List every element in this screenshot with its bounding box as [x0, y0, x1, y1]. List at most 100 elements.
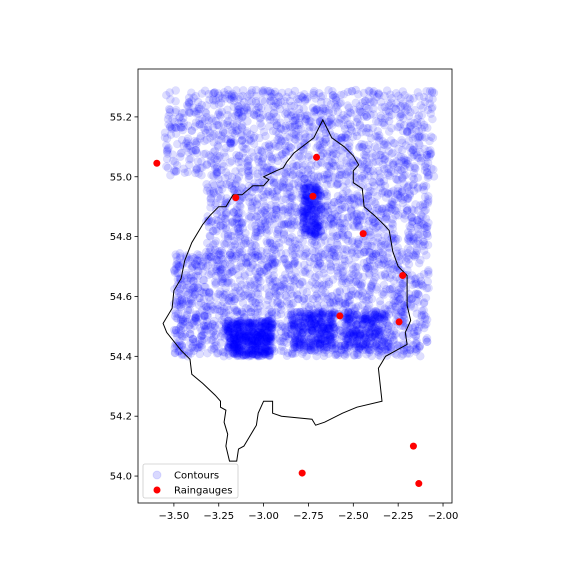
contour-point [426, 109, 435, 119]
contour-point [372, 92, 382, 102]
contour-point [236, 164, 245, 173]
contour-point [193, 106, 202, 116]
contour-point [286, 101, 296, 111]
contour-point [199, 123, 208, 133]
contour-point [419, 269, 429, 279]
contour-point [302, 115, 311, 124]
contour-point [396, 94, 405, 103]
contour-point [230, 129, 240, 139]
contour-point [321, 104, 330, 113]
contour-point [404, 93, 413, 102]
contour-point [339, 121, 349, 130]
contour-point [380, 91, 389, 101]
contour-point [265, 86, 274, 96]
x-tick-label: −2.25 [383, 511, 414, 522]
contour-point [315, 106, 325, 115]
contour-point [394, 91, 403, 101]
contour-point [398, 87, 408, 96]
contour-point [227, 252, 236, 262]
contour-point [181, 313, 191, 323]
contour-point [269, 108, 279, 118]
contour-point [218, 248, 228, 258]
contour-point [417, 110, 427, 120]
raingauge-point [298, 469, 306, 477]
contour-point [384, 170, 393, 180]
contour-point [294, 170, 304, 179]
contour-point [265, 176, 274, 185]
contour-point [336, 146, 346, 155]
contour-point [311, 214, 321, 223]
contour-point [204, 89, 213, 99]
contour-point [239, 98, 249, 107]
contour-point [310, 106, 320, 115]
contour-point [340, 115, 349, 124]
contour-point [255, 294, 264, 304]
contour-point [210, 88, 219, 97]
contour-point [365, 286, 374, 295]
contour-point [329, 198, 339, 207]
contour-point [196, 104, 205, 114]
contour-point [328, 173, 338, 182]
contour-point [284, 141, 294, 151]
contour-point [396, 165, 405, 175]
contour-point [385, 284, 395, 294]
contour-point [406, 345, 415, 355]
contour-point [336, 98, 345, 107]
contour-point [338, 193, 348, 203]
contour-point [234, 114, 244, 123]
contour-point [164, 111, 173, 120]
contour-point [408, 134, 418, 143]
contour-point [290, 340, 299, 350]
contour-point [257, 167, 267, 176]
contour-point [314, 261, 323, 270]
contour-point [403, 159, 412, 169]
contour-point [184, 107, 194, 116]
contour-point [405, 162, 415, 172]
contour-point [331, 95, 341, 105]
contour-point [281, 102, 291, 111]
contour-point [305, 116, 315, 126]
contour-point [214, 311, 224, 320]
contour-point [387, 149, 396, 158]
contour-point [287, 122, 297, 132]
contour-point [250, 253, 260, 263]
contour-point [404, 111, 414, 121]
contour-point [414, 139, 424, 148]
contour-point [177, 123, 186, 132]
contour-point [273, 156, 283, 166]
contour-point [295, 120, 304, 130]
contour-point [262, 225, 271, 234]
contour-point [332, 142, 341, 151]
contour-point [173, 139, 182, 149]
contour-point [383, 264, 393, 273]
contour-point [346, 151, 355, 161]
contour-point [282, 164, 291, 173]
contour-point [168, 114, 177, 124]
contour-point [264, 140, 274, 149]
contour-point [183, 134, 193, 143]
contour-point [213, 171, 222, 180]
contour-point [208, 131, 218, 141]
contour-point [191, 138, 201, 148]
contour-point [208, 89, 218, 98]
contour-point [279, 154, 289, 164]
contour-point [242, 128, 252, 138]
contour-point [272, 112, 281, 122]
contour-point [206, 152, 216, 161]
contour-point [226, 122, 235, 131]
contour-point [274, 92, 283, 101]
contour-point [200, 86, 210, 95]
contour-point [244, 96, 254, 105]
contour-point [265, 115, 275, 124]
contour-point [190, 136, 200, 146]
contour-point [273, 100, 283, 110]
contour-point [171, 166, 181, 176]
contour-point [401, 141, 411, 150]
contour-point [195, 134, 205, 143]
contour-point [188, 285, 197, 294]
contour-point [339, 110, 348, 120]
contour-point [352, 131, 362, 141]
contour-point [253, 279, 262, 288]
contour-point [341, 169, 350, 179]
contour-point [316, 109, 326, 119]
